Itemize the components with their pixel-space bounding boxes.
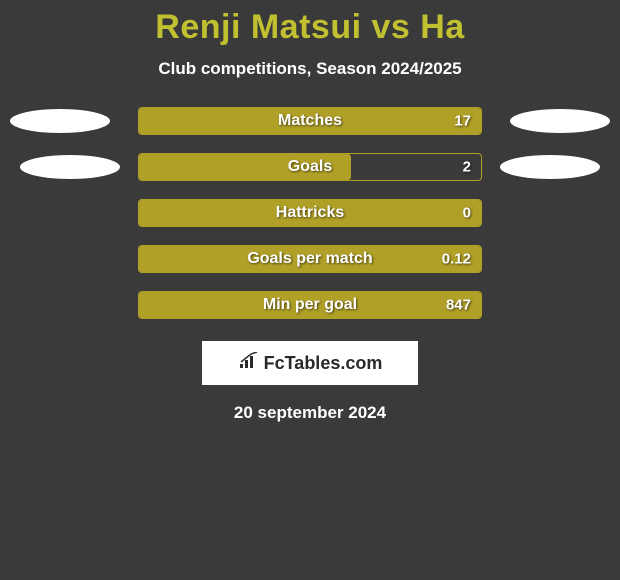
stat-row: Goals per match 0.12 [0, 245, 620, 273]
stat-label: Goals per match [247, 250, 372, 268]
stat-bar: Matches 17 [138, 107, 482, 135]
stat-label: Min per goal [263, 296, 357, 314]
player-ellipse-right [510, 109, 610, 133]
source-logo-box: FcTables.com [202, 341, 418, 385]
subtitle: Club competitions, Season 2024/2025 [0, 59, 620, 79]
stats-container: Renji Matsui vs Ha Club competitions, Se… [0, 0, 620, 423]
stat-bar: Hattricks 0 [138, 199, 482, 227]
stat-bar: Min per goal 847 [138, 291, 482, 319]
page-title: Renji Matsui vs Ha [0, 8, 620, 47]
stat-label: Goals [288, 158, 332, 176]
player-ellipse-right [500, 155, 600, 179]
stat-bar: Goals 2 [138, 153, 482, 181]
chart-icon [238, 352, 260, 375]
stat-value: 0.12 [442, 251, 471, 268]
stat-label: Matches [278, 112, 342, 130]
stat-row: Min per goal 847 [0, 291, 620, 319]
date-text: 20 september 2024 [0, 403, 620, 423]
stats-rows: Matches 17 Goals 2 Hattricks 0 Goals per match… [0, 107, 620, 319]
stat-row: Matches 17 [0, 107, 620, 135]
stat-value: 2 [463, 159, 471, 176]
player-ellipse-left [20, 155, 120, 179]
stat-row: Hattricks 0 [0, 199, 620, 227]
stat-label: Hattricks [276, 204, 344, 222]
stat-value: 847 [446, 297, 471, 314]
stat-row: Goals 2 [0, 153, 620, 181]
stat-value: 0 [463, 205, 471, 222]
source-logo: FcTables.com [238, 352, 383, 375]
player-ellipse-left [10, 109, 110, 133]
stat-bar: Goals per match 0.12 [138, 245, 482, 273]
logo-label: FcTables.com [264, 353, 383, 374]
stat-value: 17 [454, 113, 471, 130]
